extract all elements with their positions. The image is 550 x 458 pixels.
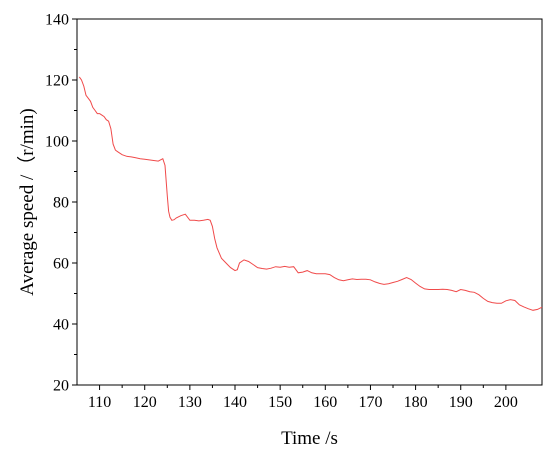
x-tick-label: 180 (404, 394, 428, 411)
x-tick-label: 140 (223, 394, 247, 411)
y-tick-label: 100 (45, 134, 69, 151)
x-tick-label: 150 (268, 394, 292, 411)
x-tick-label: 160 (313, 394, 337, 411)
x-tick-label: 170 (358, 394, 382, 411)
y-tick-label: 120 (45, 73, 69, 90)
y-tick-label: 140 (45, 12, 69, 29)
y-tick-label: 80 (53, 195, 69, 212)
x-tick-label: 190 (449, 394, 473, 411)
x-tick-label: 120 (133, 394, 157, 411)
x-axis-ticks: 110 120 130 140 150 160 170 180 190 200 (88, 385, 518, 411)
y-tick-label: 60 (53, 256, 69, 273)
x-axis-title: Time /s (281, 428, 338, 449)
y-axis-title: Average speed /（r/min) (16, 108, 38, 295)
series-line-average-speed (78, 76, 543, 311)
plot-frame (76, 18, 543, 386)
y-axis-ticks: 20 40 60 80 100 120 140 (45, 12, 77, 395)
x-tick-label: 130 (178, 394, 202, 411)
x-tick-label: 110 (88, 394, 111, 411)
x-tick-label: 200 (494, 394, 518, 411)
y-tick-label: 40 (53, 317, 69, 334)
y-tick-label: 20 (53, 378, 69, 395)
